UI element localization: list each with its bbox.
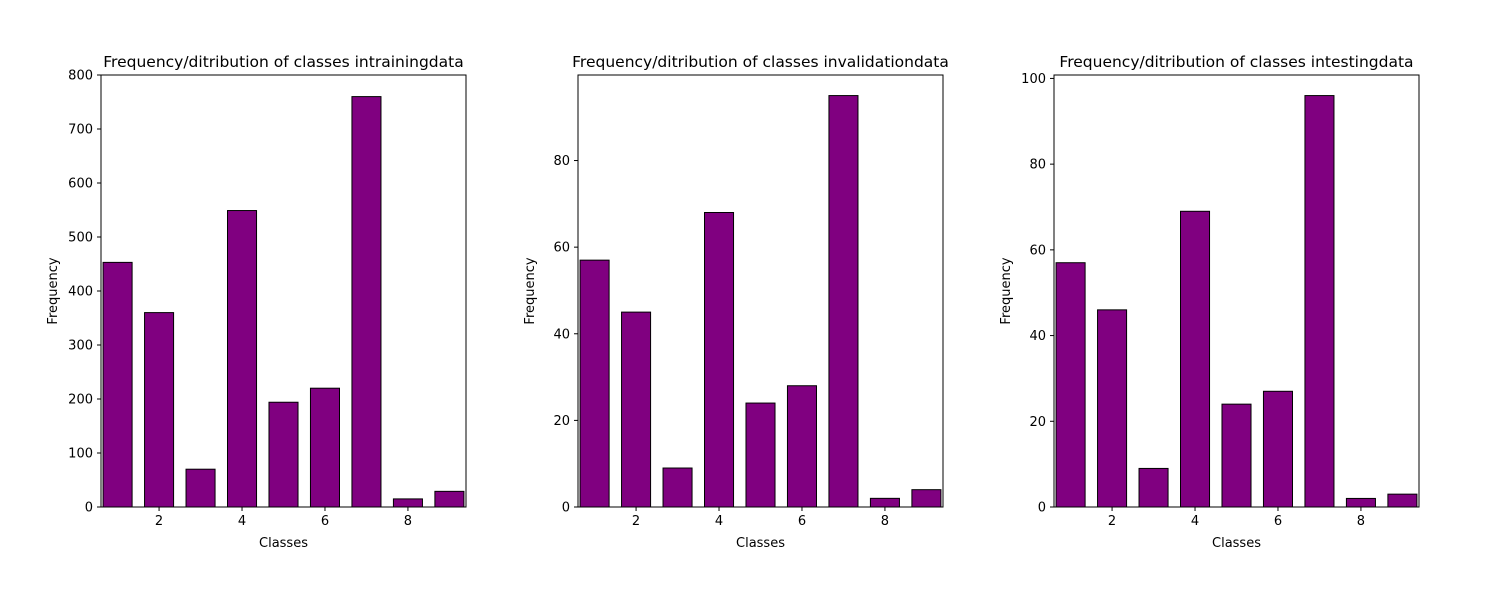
- bar-class-4: [1180, 210, 1211, 508]
- y-tick-label: 300: [68, 339, 93, 354]
- bar-class-9: [911, 489, 942, 508]
- x-tick-label: 2: [155, 514, 163, 529]
- x-tick-label: 8: [404, 514, 412, 529]
- bar-class-2: [621, 311, 652, 508]
- x-tick-label: 4: [238, 514, 246, 529]
- bar-class-8: [869, 497, 900, 508]
- y-axis-label: Frequency: [46, 257, 61, 324]
- y-tick-label: 100: [68, 447, 93, 462]
- plot-frame: [1053, 74, 1420, 508]
- bar-class-2: [144, 312, 175, 508]
- chart-title: Frequency/ditribution of classes intesti…: [1059, 53, 1413, 71]
- y-tick-label: 200: [68, 393, 93, 408]
- y-tick-label: 40: [553, 327, 570, 342]
- bar-class-5: [268, 401, 299, 508]
- y-tick-label: 20: [553, 414, 570, 429]
- bar-class-7: [1304, 95, 1335, 508]
- x-axis-label: Classes: [736, 536, 785, 551]
- x-tick-label: 8: [881, 514, 889, 529]
- bar-class-7: [351, 96, 382, 508]
- y-tick-label: 80: [553, 154, 570, 169]
- bar-class-1: [1055, 262, 1086, 508]
- chart-title: Frequency/ditribution of classes intrain…: [103, 53, 463, 71]
- y-tick-label: 600: [68, 177, 93, 192]
- chart-title: Frequency/ditribution of classes invalid…: [572, 53, 949, 71]
- subplot-training: 2 4 6 8 0 100 200 300 400 500 600 700 800 Frequency/d…: [46, 53, 467, 551]
- y-tick-label: 20: [1029, 415, 1046, 430]
- bar-class-5: [745, 402, 776, 508]
- bar-class-8: [1345, 497, 1376, 508]
- bar-class-4: [227, 210, 258, 508]
- x-tick-label: 8: [1357, 514, 1365, 529]
- x-tick-label: 6: [321, 514, 329, 529]
- y-tick-label: 100: [1021, 72, 1046, 87]
- x-axis-label: Classes: [1212, 536, 1261, 551]
- y-tick-label: 400: [68, 285, 93, 300]
- y-axis-label: Frequency: [523, 257, 538, 324]
- bar-class-9: [1387, 493, 1418, 508]
- x-tick-label: 6: [798, 514, 806, 529]
- y-tick-label: 60: [1029, 243, 1046, 258]
- y-tick-label: 800: [68, 69, 93, 84]
- y-tick-label: 0: [85, 501, 93, 516]
- y-tick-label: 60: [553, 241, 570, 256]
- bar-class-3: [185, 468, 216, 508]
- y-tick-label: 40: [1029, 329, 1046, 344]
- bar-class-6: [786, 385, 817, 508]
- x-tick-label: 2: [632, 514, 640, 529]
- bar-class-9: [434, 490, 465, 508]
- bar-class-2: [1097, 309, 1128, 508]
- bar-class-3: [1138, 467, 1169, 508]
- bar-class-7: [828, 95, 859, 508]
- x-tick-label: 6: [1274, 514, 1282, 529]
- x-tick-label: 2: [1108, 514, 1116, 529]
- y-tick-label: 700: [68, 123, 93, 138]
- bar-class-1: [579, 259, 610, 508]
- bar-class-6: [309, 387, 340, 508]
- bar-class-6: [1262, 390, 1293, 508]
- y-tick-label: 0: [562, 501, 570, 516]
- plot-frame: [577, 74, 944, 508]
- bar-class-4: [704, 212, 735, 508]
- y-tick-label: 80: [1029, 158, 1046, 173]
- bar-class-3: [662, 467, 693, 508]
- y-axis-label: Frequency: [999, 257, 1014, 324]
- x-tick-label: 4: [715, 514, 723, 529]
- bar-class-8: [392, 498, 423, 508]
- y-tick-label: 0: [1038, 501, 1046, 516]
- bar-class-5: [1221, 403, 1252, 508]
- y-tick-label: 500: [68, 231, 93, 246]
- x-tick-label: 4: [1191, 514, 1199, 529]
- x-axis-label: Classes: [259, 536, 308, 551]
- bar-class-1: [102, 261, 133, 508]
